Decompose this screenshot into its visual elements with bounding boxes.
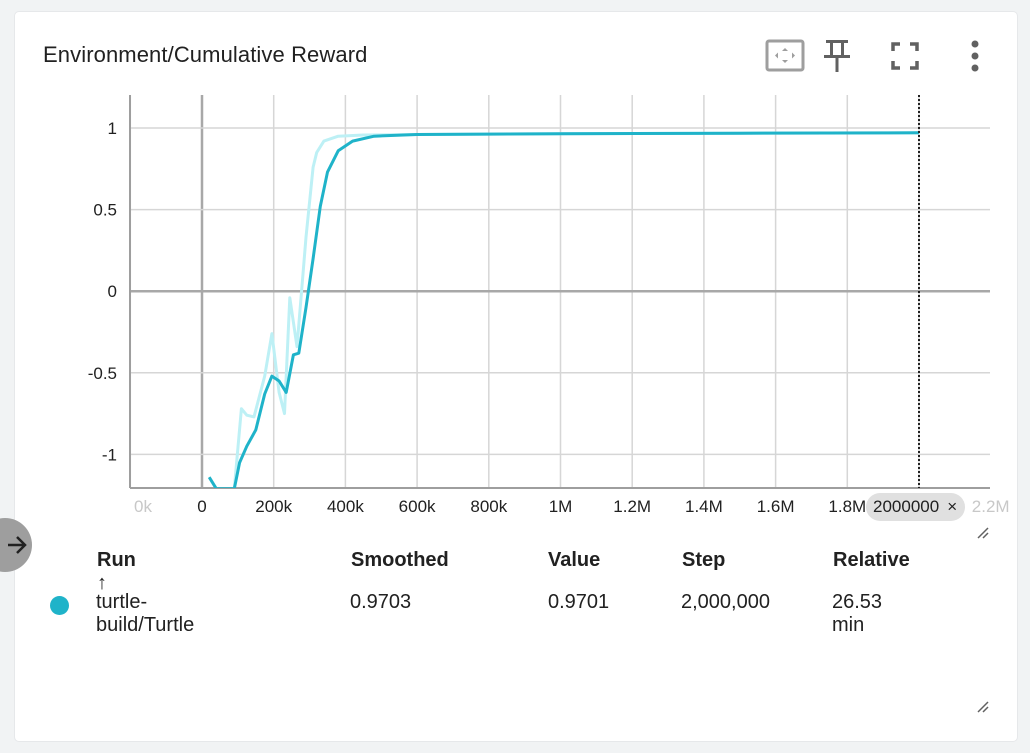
svg-text:0: 0 bbox=[197, 497, 206, 516]
svg-text:2.2M: 2.2M bbox=[972, 497, 1010, 516]
header-value[interactable]: Value bbox=[548, 549, 601, 571]
header-smoothed[interactable]: Smoothed bbox=[351, 549, 449, 571]
fit-domain-icon bbox=[765, 39, 805, 72]
svg-text:0k: 0k bbox=[134, 497, 152, 516]
arrow-right-icon bbox=[8, 536, 27, 554]
cell-smoothed: 0.9703 bbox=[350, 591, 412, 613]
header-relative[interactable]: Relative bbox=[833, 549, 910, 571]
svg-text:400k: 400k bbox=[327, 497, 364, 516]
svg-text:0: 0 bbox=[108, 282, 117, 301]
step-selector-chip[interactable]: 2000000 × bbox=[866, 493, 966, 521]
header-run[interactable]: Run ↑ bbox=[97, 549, 136, 594]
run-color-swatch bbox=[50, 596, 69, 615]
svg-text:-0.5: -0.5 bbox=[88, 364, 117, 383]
card-title: Environment/Cumulative Reward bbox=[43, 42, 368, 67]
cell-value: 0.9701 bbox=[548, 591, 610, 613]
cell-relative: 26.53 min bbox=[832, 591, 883, 636]
svg-text:600k: 600k bbox=[399, 497, 436, 516]
more-vert-icon bbox=[971, 40, 979, 72]
svg-text:-1: -1 bbox=[102, 445, 117, 464]
svg-text:1.2M: 1.2M bbox=[613, 497, 651, 516]
svg-text:0.5: 0.5 bbox=[93, 201, 117, 220]
svg-text:1.6M: 1.6M bbox=[757, 497, 795, 516]
svg-text:1: 1 bbox=[108, 119, 117, 138]
svg-text:1.8M: 1.8M bbox=[828, 497, 866, 516]
cell-step: 2,000,000 bbox=[681, 591, 770, 613]
more-options-button[interactable] bbox=[955, 36, 995, 76]
svg-text:1.4M: 1.4M bbox=[685, 497, 723, 516]
svg-text:1M: 1M bbox=[549, 497, 573, 516]
fullscreen-button[interactable] bbox=[885, 36, 925, 76]
svg-text:200k: 200k bbox=[255, 497, 292, 516]
chart-resize-handle[interactable] bbox=[976, 526, 990, 540]
table-resize-handle[interactable] bbox=[976, 700, 990, 714]
step-chip-label: 2000000 bbox=[873, 497, 940, 516]
fit-domain-button[interactable] bbox=[765, 36, 805, 76]
cell-run: turtle-build/Turtle bbox=[96, 591, 195, 636]
pin-icon bbox=[824, 40, 850, 72]
header-step[interactable]: Step bbox=[682, 549, 726, 571]
close-icon[interactable]: × bbox=[947, 497, 958, 516]
pin-button[interactable] bbox=[817, 36, 857, 76]
svg-text:800k: 800k bbox=[470, 497, 507, 516]
line-chart[interactable]: 1 0.5 0 -0.5 -1 0k 0 200k 400k 600k 800k 1M 1.2M 1.4M… bbox=[0, 0, 1030, 540]
fullscreen-icon bbox=[891, 42, 919, 70]
